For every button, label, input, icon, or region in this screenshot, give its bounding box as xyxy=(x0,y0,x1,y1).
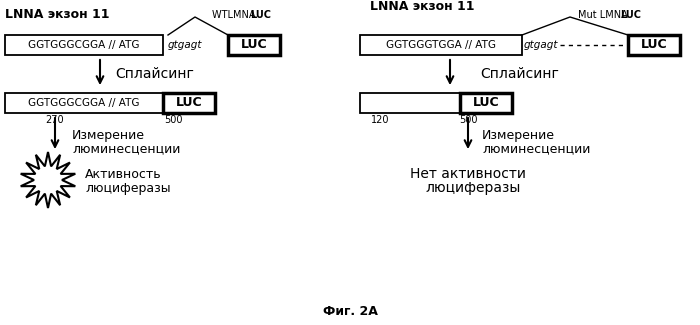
Text: 120: 120 xyxy=(371,115,389,125)
Text: GGTGGGCGGA // ATG: GGTGGGCGGA // ATG xyxy=(28,40,140,50)
Bar xyxy=(628,35,680,55)
Text: люциферазы: люциферазы xyxy=(425,181,520,195)
Text: люминесценции: люминесценции xyxy=(482,142,590,155)
Text: LUC: LUC xyxy=(176,97,202,110)
Text: Измерение: Измерение xyxy=(72,129,145,142)
Text: GGTGGGTGGA // ATG: GGTGGGTGGA // ATG xyxy=(386,40,496,50)
Text: Сплайсинг: Сплайсинг xyxy=(116,67,195,81)
Text: LUC: LUC xyxy=(473,97,499,110)
Bar xyxy=(5,93,163,113)
Bar xyxy=(360,35,522,55)
Text: Фиг. 2А: Фиг. 2А xyxy=(323,305,377,318)
Text: WTLMNA: WTLMNA xyxy=(212,10,258,20)
Text: 500: 500 xyxy=(164,115,182,125)
Text: LUC: LUC xyxy=(620,10,641,20)
Text: LNNA экзон 11: LNNA экзон 11 xyxy=(5,8,109,21)
Text: люминесценции: люминесценции xyxy=(72,142,181,155)
Text: Mut LMNA: Mut LMNA xyxy=(578,10,634,20)
Bar xyxy=(460,93,512,113)
Text: Активность: Активность xyxy=(85,168,162,181)
Text: gtgagt: gtgagt xyxy=(524,40,559,50)
Text: Нет активности: Нет активности xyxy=(410,167,526,181)
Text: GGTGGGCGGA // ATG: GGTGGGCGGA // ATG xyxy=(28,98,140,108)
Bar xyxy=(5,35,163,55)
Text: LUC: LUC xyxy=(250,10,271,20)
Bar xyxy=(228,35,280,55)
Text: LUC: LUC xyxy=(640,38,667,51)
Text: Измерение: Измерение xyxy=(482,129,555,142)
Polygon shape xyxy=(21,152,76,208)
Text: 270: 270 xyxy=(46,115,64,125)
Text: gtgagt: gtgagt xyxy=(168,40,202,50)
Text: LNNA экзон 11: LNNA экзон 11 xyxy=(370,0,475,13)
Text: люциферазы: люциферазы xyxy=(85,182,171,195)
Text: LUC: LUC xyxy=(241,38,267,51)
Bar xyxy=(360,93,460,113)
Text: Сплайсинг: Сплайсинг xyxy=(481,67,559,81)
Bar xyxy=(163,93,215,113)
Text: 500: 500 xyxy=(458,115,477,125)
